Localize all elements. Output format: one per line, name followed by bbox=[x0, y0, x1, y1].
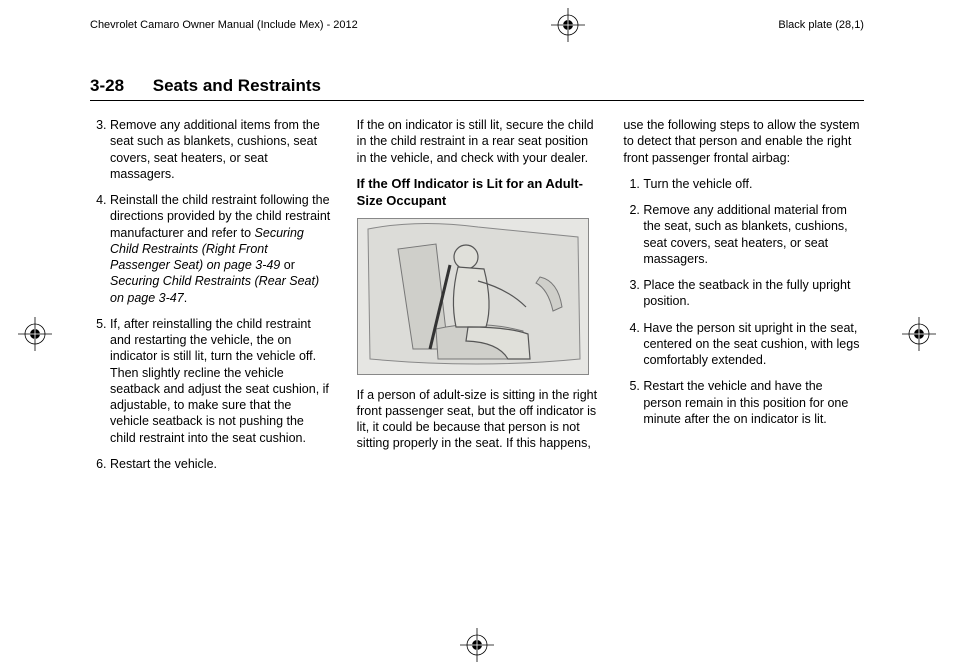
list-text: . bbox=[184, 291, 187, 305]
page-heading: 3-28 Seats and Restraints bbox=[90, 76, 864, 101]
col3-list: Turn the vehicle off. Remove any additio… bbox=[623, 176, 864, 427]
list-item: Remove any additional material from the … bbox=[643, 202, 864, 267]
list-item: Have the person sit upright in the seat,… bbox=[643, 320, 864, 369]
column-2: If the on indicator is still lit, secure… bbox=[357, 117, 598, 482]
registration-mark-left bbox=[18, 317, 52, 351]
registration-mark-right bbox=[902, 317, 936, 351]
header-left-text: Chevrolet Camaro Owner Manual (Include M… bbox=[90, 19, 358, 31]
list-item: Remove any additional items from the sea… bbox=[110, 117, 331, 182]
list-item: Restart the vehicle and have the person … bbox=[643, 378, 864, 427]
list-text: or bbox=[280, 258, 295, 272]
print-header: Chevrolet Camaro Owner Manual (Include M… bbox=[0, 0, 954, 42]
paragraph: If a person of adult-size is sitting in … bbox=[357, 387, 598, 452]
list-item: Reinstall the child restraint following … bbox=[110, 192, 331, 306]
column-3: use the following steps to allow the sys… bbox=[623, 117, 864, 482]
paragraph: use the following steps to allow the sys… bbox=[623, 117, 864, 166]
paragraph: If the on indicator is still lit, secure… bbox=[357, 117, 598, 166]
list-text: Have the person sit upright in the seat,… bbox=[643, 321, 859, 368]
list-item: Restart the vehicle. bbox=[110, 456, 331, 472]
list-text: Restart the vehicle and have the person … bbox=[643, 379, 848, 426]
list-text: If, after reinstalling the child restrai… bbox=[110, 317, 329, 445]
list-item: Turn the vehicle off. bbox=[643, 176, 864, 192]
section-title: Seats and Restraints bbox=[153, 76, 321, 95]
list-text: Restart the vehicle. bbox=[110, 457, 217, 471]
content-columns: Remove any additional items from the sea… bbox=[0, 117, 954, 482]
list-text: Place the seatback in the fully upright … bbox=[643, 278, 850, 308]
list-text: Remove any additional material from the … bbox=[643, 203, 847, 266]
page-number: 3-28 bbox=[90, 76, 124, 95]
sub-heading: If the Off Indicator is Lit for an Adult… bbox=[357, 176, 598, 210]
cross-ref: Securing Child Restraints (Rear Seat) on… bbox=[110, 274, 319, 304]
registration-mark-top bbox=[551, 8, 585, 42]
list-text: Turn the vehicle off. bbox=[643, 177, 752, 191]
list-item: Place the seatback in the fully upright … bbox=[643, 277, 864, 310]
column-1: Remove any additional items from the sea… bbox=[90, 117, 331, 482]
seat-occupant-illustration bbox=[357, 218, 589, 375]
col1-list: Remove any additional items from the sea… bbox=[90, 117, 331, 472]
registration-mark-bottom bbox=[460, 628, 494, 662]
list-text: Remove any additional items from the sea… bbox=[110, 118, 320, 181]
page-heading-band: 3-28 Seats and Restraints bbox=[0, 42, 954, 101]
header-right-text: Black plate (28,1) bbox=[778, 19, 864, 31]
list-item: If, after reinstalling the child restrai… bbox=[110, 316, 331, 446]
